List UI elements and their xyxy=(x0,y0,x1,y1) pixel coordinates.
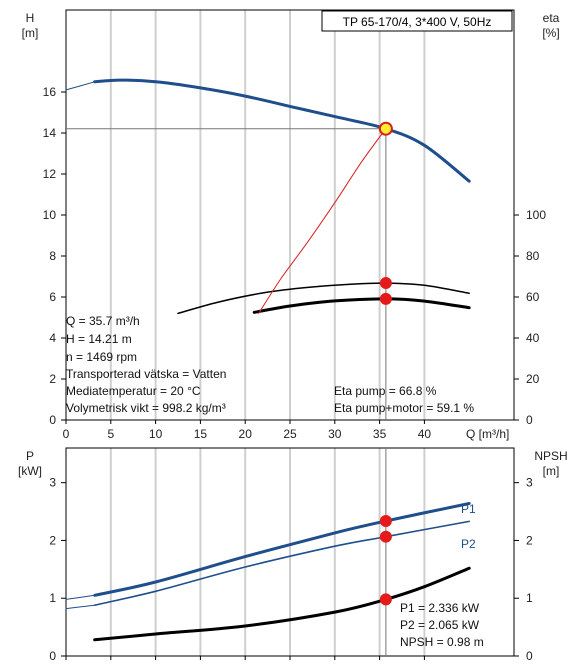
series-line-eta_pump_motor xyxy=(252,297,471,314)
series-line-eta_pump xyxy=(177,282,470,315)
y-tick-label-left: 10 xyxy=(43,208,57,222)
eta-axis-unit: [%] xyxy=(542,26,559,40)
eta-axis-label: eta xyxy=(543,11,560,25)
eta-marker xyxy=(379,277,392,290)
y-tick-label-right: 80 xyxy=(526,249,540,263)
y-tick-label-right: 3 xyxy=(526,476,533,490)
y-tick-label-left: 0 xyxy=(49,413,56,427)
series-line-P1 xyxy=(93,502,471,597)
info-line: Transporterad vätska = Vatten xyxy=(66,367,226,381)
series-line-H_ext xyxy=(65,81,96,91)
eta-info-line: Eta pump+motor = 59.1 % xyxy=(334,401,474,415)
y-tick-label-left: 0 xyxy=(49,649,56,663)
power-marker xyxy=(379,515,392,528)
power-info-line: P2 = 2.065 kW xyxy=(400,618,480,632)
power-axis-unit: [kW] xyxy=(18,464,42,478)
y-tick-label-left: 4 xyxy=(49,331,56,345)
series-line-system_curve xyxy=(258,128,387,314)
x-tick-label: 5 xyxy=(107,427,114,441)
x-axis-label: Q [m³/h] xyxy=(466,427,509,441)
y-tick-label-left: 3 xyxy=(49,476,56,490)
series-line-H xyxy=(93,78,471,183)
top-curves xyxy=(65,78,471,420)
series-line-P2_ext xyxy=(65,604,96,610)
y-tick-label-right: 60 xyxy=(526,290,540,304)
y-tick-label-right: 1 xyxy=(526,591,533,605)
info-line: H = 14.21 m xyxy=(66,332,132,346)
p2-series-label: P2 xyxy=(461,537,476,551)
x-tick-label: 40 xyxy=(418,427,432,441)
x-tick-label: 0 xyxy=(63,427,70,441)
y-tick-label-right: 0 xyxy=(526,649,533,663)
y-tick-label-left: 12 xyxy=(43,167,57,181)
y-tick-label-right: 0 xyxy=(526,413,533,427)
y-tick-label-right: 40 xyxy=(526,331,540,345)
power-info: P1 = 2.336 kW P2 = 2.065 kW NPSH = 0.98 … xyxy=(400,601,484,649)
y-tick-label-left: 8 xyxy=(49,249,56,263)
y-tick-label-left: 2 xyxy=(49,372,56,386)
y-tick-label-left: 1 xyxy=(49,591,56,605)
x-tick-label: 20 xyxy=(239,427,253,441)
chart-title: TP 65-170/4, 3*400 V, 50Hz xyxy=(343,15,492,29)
head-axis-label: H xyxy=(26,11,35,25)
x-tick-label: 15 xyxy=(194,427,208,441)
power-marker xyxy=(379,593,392,606)
power-info-line: P1 = 2.336 kW xyxy=(400,601,480,615)
power-info-line: NPSH = 0.98 m xyxy=(400,635,484,649)
npsh-axis-unit: [m] xyxy=(543,464,560,478)
y-tick-label-right: 100 xyxy=(526,208,546,222)
info-line: Q = 35.7 m³/h xyxy=(66,314,140,328)
x-tick-label: 35 xyxy=(373,427,387,441)
y-tick-label-left: 6 xyxy=(49,290,56,304)
y-tick-label-left: 2 xyxy=(49,533,56,547)
duty-point-marker xyxy=(378,121,393,136)
x-tick-label: 25 xyxy=(283,427,297,441)
series-line-P1_ext xyxy=(65,594,96,600)
duty-info: Q = 35.7 m³/h H = 14.21 m n = 1469 rpm T… xyxy=(66,314,226,415)
bottom-grid xyxy=(109,448,426,656)
top-grid xyxy=(109,10,426,420)
info-line: Volymetrisk vikt = 998.2 kg/m³ xyxy=(66,401,226,415)
bottom-curves xyxy=(65,448,471,656)
eta-info: Eta pump = 66.8 % Eta pump+motor = 59.1 … xyxy=(334,384,474,415)
y-tick-label-left: 14 xyxy=(43,126,57,140)
head-axis-unit: [m] xyxy=(22,26,39,40)
info-line: Mediatemperatur = 20 °C xyxy=(66,384,201,398)
power-axis-label: P xyxy=(26,449,34,463)
power-marker xyxy=(379,530,392,543)
top-ticks: 0 5 10 15 20 25 30 35 40 0 2 4 6 8 10 12 14 16 0 20 40 60 80 10… xyxy=(43,85,547,441)
y-tick-label-right: 20 xyxy=(526,372,540,386)
x-tick-label: 10 xyxy=(149,427,163,441)
npsh-axis-label: NPSH xyxy=(534,449,567,463)
y-tick-label-right: 2 xyxy=(526,533,533,547)
x-tick-label: 30 xyxy=(328,427,342,441)
bottom-ticks: 0 1 2 3 0 1 2 3 xyxy=(49,476,533,663)
series-line-P2 xyxy=(93,520,470,606)
y-tick-label-left: 16 xyxy=(43,85,57,99)
eta-marker xyxy=(379,292,392,305)
info-line: n = 1469 rpm xyxy=(66,350,137,364)
eta-info-line: Eta pump = 66.8 % xyxy=(334,384,437,398)
p1-series-label: P1 xyxy=(461,502,476,516)
title-box xyxy=(321,10,513,32)
series-line-NPSH xyxy=(93,566,471,642)
